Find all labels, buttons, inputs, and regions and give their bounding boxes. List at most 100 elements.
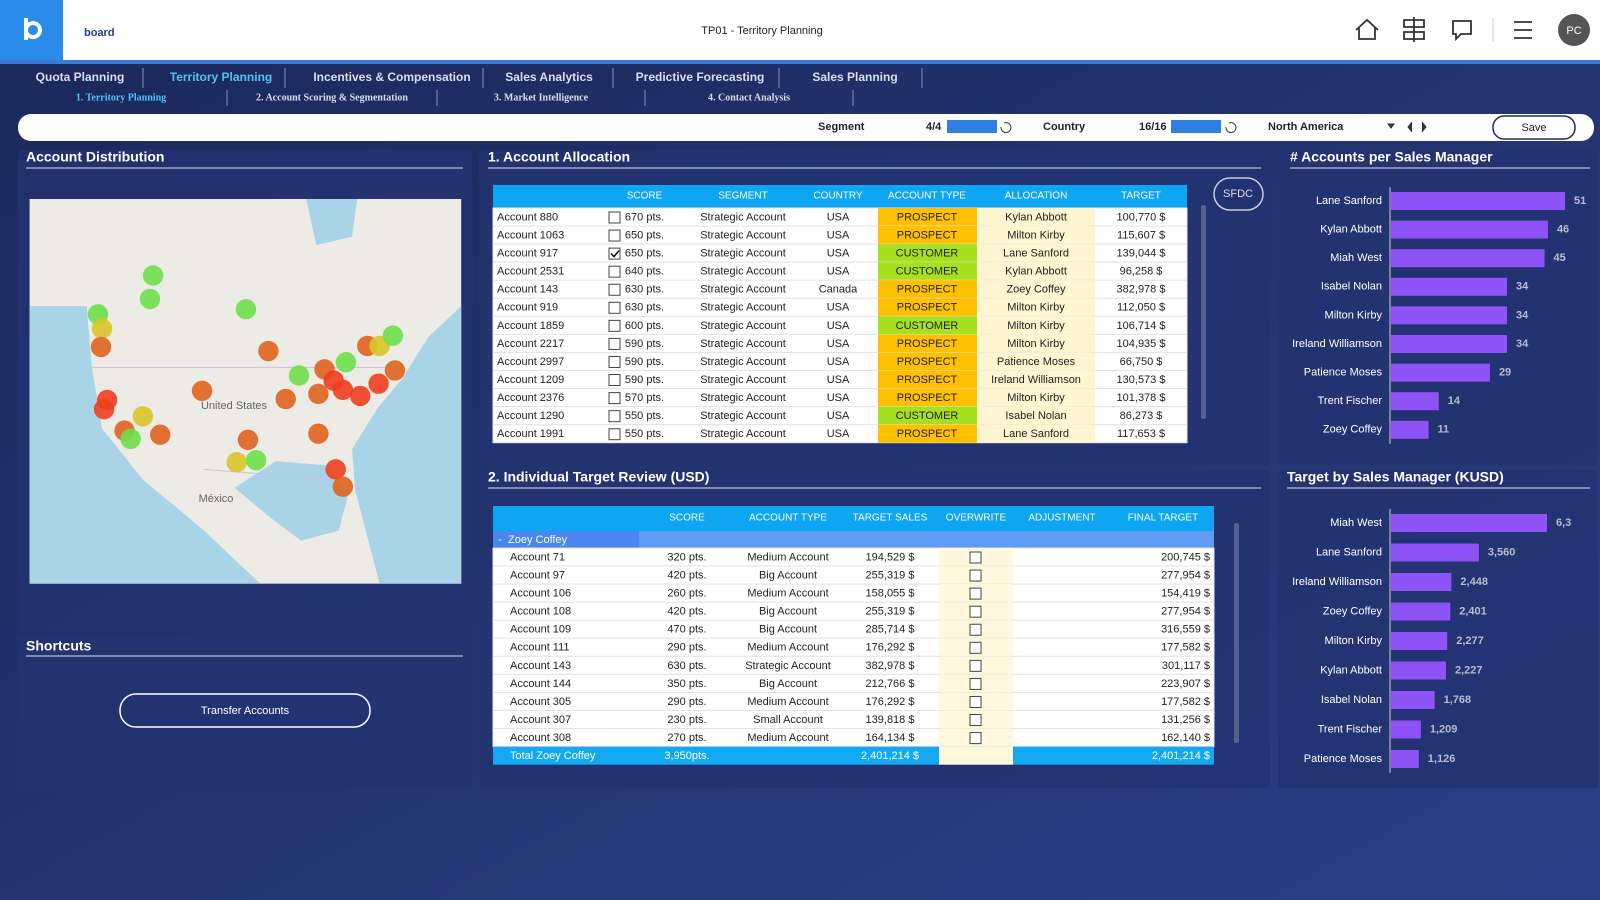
- checkbox[interactable]: [969, 659, 982, 672]
- bar[interactable]: [1391, 750, 1419, 768]
- checkbox[interactable]: [608, 410, 621, 423]
- map-point[interactable]: [258, 340, 279, 362]
- checkbox[interactable]: [608, 337, 621, 350]
- sub-tab[interactable]: 4. Contact Analysis: [708, 92, 790, 103]
- map-point[interactable]: [93, 398, 115, 420]
- map-point[interactable]: [349, 385, 371, 407]
- menu-icon[interactable]: [1514, 21, 1532, 39]
- allocation-cell: [977, 388, 1095, 407]
- checkbox[interactable]: [608, 374, 621, 387]
- sub-tab[interactable]: 2. Account Scoring & Segmentation: [256, 92, 408, 103]
- scrollbar[interactable]: [1234, 523, 1239, 743]
- map-point[interactable]: [384, 360, 406, 381]
- nav-tab[interactable]: Territory Planning: [170, 70, 272, 84]
- map-point[interactable]: [226, 452, 247, 473]
- checkbox[interactable]: [969, 569, 982, 582]
- bar[interactable]: [1391, 543, 1479, 562]
- checkbox[interactable]: [608, 229, 621, 242]
- bar[interactable]: [1391, 602, 1451, 621]
- map-point[interactable]: [308, 383, 329, 405]
- bar[interactable]: [1391, 691, 1435, 709]
- comment-icon[interactable]: [1452, 20, 1472, 42]
- table-cell: Strategic Account: [700, 302, 786, 314]
- map-point[interactable]: [245, 449, 267, 471]
- bar[interactable]: [1391, 720, 1421, 739]
- map-point[interactable]: [325, 459, 346, 480]
- checkbox[interactable]: [608, 283, 621, 296]
- map-point[interactable]: [235, 298, 257, 320]
- bar[interactable]: [1391, 249, 1545, 268]
- nav-tab[interactable]: Sales Planning: [812, 70, 897, 84]
- layout-icon[interactable]: [1403, 17, 1425, 42]
- bar[interactable]: [1391, 632, 1448, 650]
- checkbox[interactable]: [969, 551, 982, 564]
- map-point[interactable]: [335, 352, 357, 373]
- scrollbar[interactable]: [1201, 205, 1206, 419]
- nav-tab[interactable]: Incentives & Compensation: [313, 70, 470, 84]
- table-cell: 177,582 $: [1161, 642, 1210, 654]
- table-cell: 223,907 $: [1161, 678, 1210, 690]
- map-point[interactable]: [142, 265, 164, 286]
- map-point[interactable]: [132, 406, 154, 427]
- checkbox[interactable]: [969, 605, 982, 618]
- region-nav[interactable]: [1387, 121, 1427, 133]
- save-button[interactable]: [1492, 115, 1576, 140]
- checkbox[interactable]: [969, 714, 982, 727]
- checkbox[interactable]: [969, 732, 982, 745]
- checkbox[interactable]: [608, 319, 621, 332]
- checkbox[interactable]: [608, 265, 621, 278]
- nav-tab[interactable]: Sales Analytics: [505, 70, 593, 84]
- bar[interactable]: [1391, 661, 1446, 680]
- checkbox[interactable]: [969, 677, 982, 690]
- checkbox[interactable]: [969, 623, 982, 636]
- bar[interactable]: [1391, 363, 1490, 382]
- bar[interactable]: [1391, 220, 1548, 239]
- bar[interactable]: [1391, 306, 1507, 325]
- map-point[interactable]: [275, 388, 296, 410]
- segment-reset[interactable]: [1000, 122, 1012, 134]
- collapse-icon[interactable]: -: [498, 534, 502, 546]
- checkbox[interactable]: [608, 211, 621, 224]
- avatar[interactable]: [1558, 14, 1590, 46]
- sub-tab[interactable]: 3. Market Intelligence: [494, 92, 589, 103]
- map-point[interactable]: [149, 424, 171, 445]
- map-point[interactable]: [191, 380, 213, 402]
- bar[interactable]: [1391, 392, 1439, 411]
- bar[interactable]: [1391, 420, 1429, 439]
- map-point[interactable]: [332, 379, 354, 400]
- category-label: Ireland Williamson: [1292, 338, 1382, 350]
- home-icon[interactable]: [1355, 18, 1379, 40]
- bar[interactable]: [1391, 573, 1452, 591]
- map-point[interactable]: [382, 325, 404, 346]
- bar[interactable]: [1391, 192, 1565, 210]
- checkbox[interactable]: [969, 641, 982, 654]
- map-point[interactable]: [237, 429, 259, 450]
- checkbox[interactable]: [608, 301, 621, 314]
- checkbox[interactable]: [608, 355, 621, 368]
- sub-tab[interactable]: 1. Territory Planning: [76, 92, 166, 103]
- country-label: Country: [1043, 121, 1086, 133]
- checkbox[interactable]: [969, 587, 982, 600]
- transfer-button[interactable]: [119, 693, 371, 728]
- map-point[interactable]: [332, 476, 354, 497]
- map-point[interactable]: [368, 373, 389, 394]
- table-cell: Account 108: [510, 606, 571, 618]
- map-point[interactable]: [90, 336, 112, 358]
- sfdc-button[interactable]: [1213, 177, 1264, 211]
- region-select[interactable]: North America: [1268, 121, 1344, 133]
- map-point[interactable]: [120, 428, 141, 449]
- map-point[interactable]: [308, 423, 329, 444]
- checkbox[interactable]: [608, 392, 621, 405]
- map-point[interactable]: [288, 365, 310, 386]
- checkbox[interactable]: [969, 695, 982, 708]
- nav-tab[interactable]: Quota Planning: [36, 70, 125, 84]
- nav-tab[interactable]: Predictive Forecasting: [636, 70, 765, 84]
- checkbox[interactable]: [608, 247, 621, 260]
- map-point[interactable]: [139, 288, 161, 310]
- bar[interactable]: [1391, 277, 1507, 296]
- checkbox[interactable]: [608, 428, 621, 441]
- country-reset[interactable]: [1225, 122, 1237, 134]
- map-point[interactable]: [91, 318, 113, 339]
- bar[interactable]: [1391, 335, 1507, 353]
- bar[interactable]: [1391, 514, 1547, 532]
